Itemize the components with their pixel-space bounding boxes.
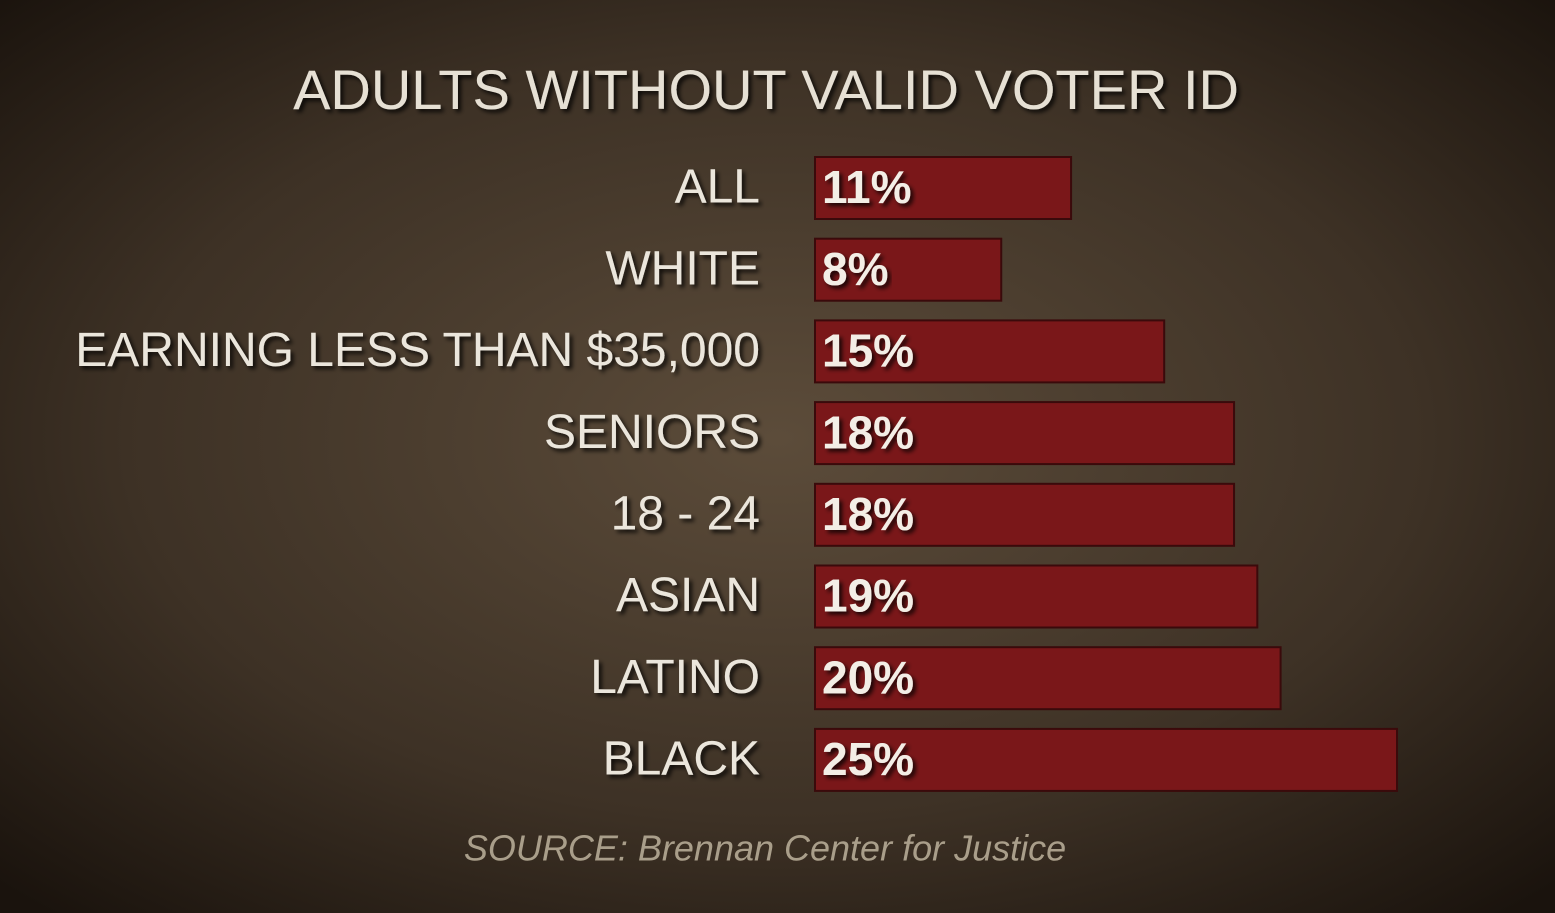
value-label: 19% bbox=[822, 570, 914, 622]
category-label: ASIAN bbox=[616, 569, 760, 622]
bar bbox=[814, 646, 1282, 711]
bar bbox=[814, 401, 1236, 466]
value-label: 25% bbox=[822, 733, 914, 785]
category-label: LATINO bbox=[590, 651, 760, 704]
bar bbox=[814, 237, 1003, 302]
value-label: 20% bbox=[822, 651, 914, 703]
chart-title: ADULTS WITHOUT VALID VOTER ID bbox=[293, 58, 1239, 121]
value-label: 18% bbox=[822, 488, 914, 540]
value-label: 8% bbox=[822, 243, 888, 295]
bar bbox=[814, 156, 1073, 220]
value-label: 11% bbox=[822, 161, 912, 213]
category-label: 18 - 24 bbox=[611, 487, 760, 540]
bar bbox=[814, 319, 1166, 384]
source-note: SOURCE: Brennan Center for Justice bbox=[464, 828, 1066, 869]
bar bbox=[814, 727, 1398, 792]
bar bbox=[814, 482, 1236, 547]
category-label: SENIORS bbox=[544, 406, 760, 459]
value-label: 18% bbox=[822, 406, 914, 458]
category-label: WHITE bbox=[605, 242, 760, 295]
bar bbox=[814, 564, 1259, 629]
value-label: 15% bbox=[822, 325, 914, 377]
category-label: ALL bbox=[675, 161, 760, 214]
category-label: EARNING LESS THAN $35,000 bbox=[75, 324, 760, 377]
category-label: BLACK bbox=[603, 733, 760, 786]
